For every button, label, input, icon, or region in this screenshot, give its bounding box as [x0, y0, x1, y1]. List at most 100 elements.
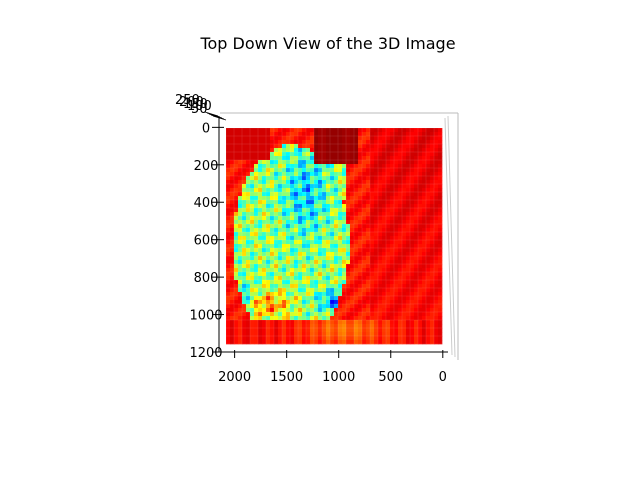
heatmap-cell — [262, 224, 267, 229]
heatmap-cell — [322, 212, 327, 217]
heatmap-cell — [322, 288, 327, 293]
heatmap-cell — [254, 320, 259, 325]
heatmap-cell — [430, 256, 435, 261]
heatmap-cell — [354, 308, 359, 313]
heatmap-cell — [270, 152, 275, 157]
heatmap-cell — [402, 140, 407, 145]
heatmap-cell — [382, 304, 387, 309]
heatmap-cell — [226, 276, 231, 281]
heatmap-cell — [390, 320, 395, 325]
heatmap-cell — [374, 172, 379, 177]
heatmap-cell — [438, 280, 443, 285]
heatmap-cell — [438, 264, 443, 269]
heatmap-cell — [322, 208, 327, 213]
heatmap-cell — [374, 204, 379, 209]
heatmap-cell — [254, 132, 259, 137]
heatmap-cell — [410, 212, 415, 217]
heatmap-cell — [322, 340, 327, 345]
heatmap-cell — [430, 224, 435, 229]
heatmap-cell — [306, 312, 311, 317]
heatmap-cell — [374, 132, 379, 137]
heatmap-cell — [418, 284, 423, 289]
heatmap-cell — [278, 132, 283, 137]
heatmap-cell — [426, 212, 431, 217]
heatmap-cell — [254, 140, 259, 145]
heatmap-cell — [254, 324, 259, 329]
heatmap-cell — [266, 164, 271, 169]
heatmap-cell — [426, 180, 431, 185]
heatmap-cell — [346, 244, 351, 249]
heatmap-cell — [234, 224, 239, 229]
heatmap-cell — [398, 256, 403, 261]
heatmap-cell — [238, 220, 243, 225]
heatmap-cell — [278, 232, 283, 237]
heatmap-cell — [250, 272, 255, 277]
heatmap-cell — [298, 312, 303, 317]
heatmap-cell — [330, 260, 335, 265]
heatmap-cell — [398, 224, 403, 229]
heatmap-cell — [430, 312, 435, 317]
heatmap-cell — [306, 144, 311, 149]
heatmap-cell — [238, 152, 243, 157]
heatmap-cell — [330, 268, 335, 273]
heatmap-cell — [238, 324, 243, 329]
heatmap-cell — [342, 316, 347, 321]
heatmap-cell — [358, 252, 363, 257]
heatmap-cell — [398, 128, 403, 133]
heatmap-cell — [270, 184, 275, 189]
heatmap-cell — [378, 328, 383, 333]
heatmap-cell — [430, 188, 435, 193]
heatmap-cell — [346, 232, 351, 237]
heatmap-cell — [246, 224, 251, 229]
heatmap-cell — [350, 340, 355, 345]
heatmap-cell — [422, 168, 427, 173]
heatmap-cell — [322, 184, 327, 189]
heatmap-cell — [390, 204, 395, 209]
heatmap-cell — [358, 160, 363, 165]
heatmap-cell — [354, 316, 359, 321]
heatmap-cell — [434, 212, 439, 217]
heatmap-cell — [282, 248, 287, 253]
heatmap-cell — [242, 300, 247, 305]
heatmap-cell — [378, 220, 383, 225]
heatmap-cell — [374, 160, 379, 165]
heatmap-cell — [386, 152, 391, 157]
heatmap-cell — [354, 176, 359, 181]
heatmap-cell — [346, 288, 351, 293]
heatmap-cell — [250, 240, 255, 245]
heatmap-cell — [270, 188, 275, 193]
heatmap-cell — [266, 292, 271, 297]
heatmap-cell — [234, 264, 239, 269]
heatmap-cell — [410, 192, 415, 197]
heatmap-cell — [290, 236, 295, 241]
heatmap-cell — [310, 132, 315, 137]
heatmap-cell — [370, 200, 375, 205]
heatmap-cell — [254, 252, 259, 257]
heatmap-cell — [254, 224, 259, 229]
z-tick-label: 250 — [175, 93, 200, 108]
heatmap-cell — [242, 228, 247, 233]
heatmap-cell — [246, 132, 251, 137]
heatmap-cell — [230, 204, 235, 209]
heatmap-cell — [266, 264, 271, 269]
heatmap-cell — [250, 284, 255, 289]
heatmap-cell — [334, 164, 339, 169]
heatmap-cell — [298, 260, 303, 265]
heatmap-cell — [230, 208, 235, 213]
heatmap-cell — [406, 172, 411, 177]
heatmap-cell — [342, 336, 347, 341]
heatmap-cell — [250, 208, 255, 213]
heatmap-cell — [262, 196, 267, 201]
heatmap-cell — [238, 268, 243, 273]
heatmap-cell — [306, 128, 311, 133]
heatmap-cell — [250, 296, 255, 301]
heatmap-cell — [410, 200, 415, 205]
heatmap-cell — [374, 176, 379, 181]
heatmap-cell — [286, 260, 291, 265]
heatmap-cell — [278, 304, 283, 309]
heatmap-cell — [250, 304, 255, 309]
heatmap-cell — [322, 148, 327, 153]
heatmap-cell — [250, 140, 255, 145]
heatmap-cell — [278, 276, 283, 281]
heatmap-cell — [270, 296, 275, 301]
